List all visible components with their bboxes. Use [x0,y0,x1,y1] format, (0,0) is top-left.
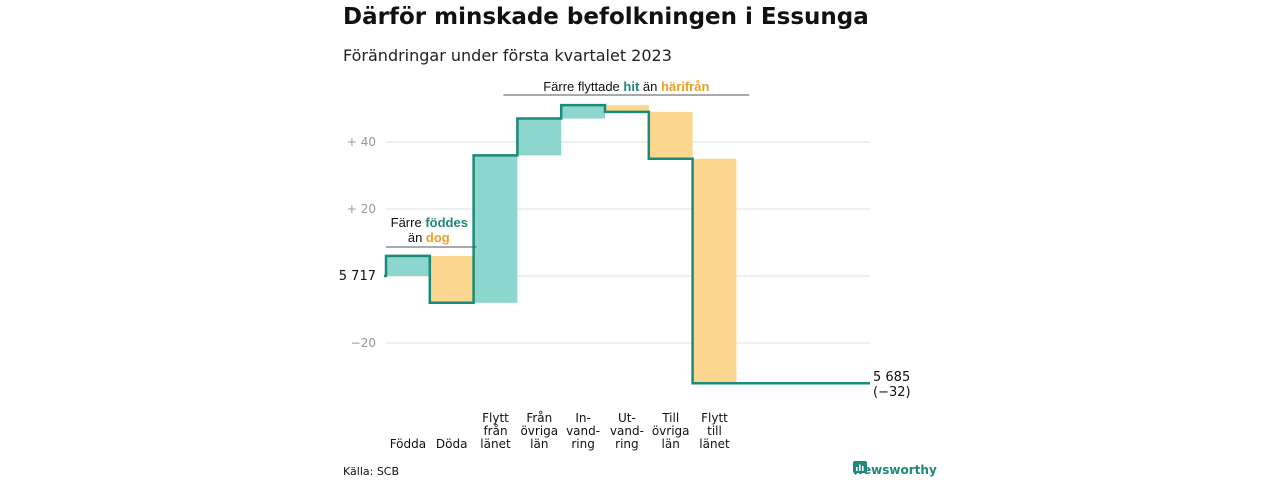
category-label: Flytt från länet [480,411,511,451]
bar-increase [561,105,605,119]
category-label: Flytt till länet [699,411,730,451]
category-label: Från övriga län [520,411,558,451]
bar-decrease [648,111,693,159]
y-tick-label: −20 [351,336,376,350]
chart-subtitle: Förändringar under första kvartalet 2023 [343,46,672,65]
category-label: Döda [436,437,468,451]
bar-increase [517,118,562,156]
end-value-label: 5 685 [873,370,910,385]
y-tick-label: + 40 [347,135,376,149]
cumulative-step-line [384,103,870,385]
category-label: Ut-vand-ring [610,411,644,451]
brand-logo: Newsworthy [853,461,937,479]
annotation-births-line2: än dog [408,230,450,245]
bar-decrease [429,255,474,303]
category-label: Födda [390,437,426,451]
category-label: Till övriga län [652,411,690,451]
newsworthy-logo-icon [853,461,867,475]
annotation-migration: Färre flyttade hit än härifrån [543,79,709,94]
end-change-label: (−32) [873,385,911,400]
bar-increase [386,255,430,276]
start-value-label: 5 717 [339,269,376,284]
category-label: In-vand-ring [566,411,600,451]
bar-decrease [605,105,649,112]
chart-title: Därför minskade befolkningen i Essunga [343,4,869,30]
bar-increase [473,155,518,303]
annotation-births-line1: Färre föddes [391,215,468,230]
source-note: Källa: SCB [343,465,400,478]
bar-decrease [692,158,737,384]
y-tick-label: + 20 [347,202,376,216]
brand-name: Newsworthy [853,463,937,477]
